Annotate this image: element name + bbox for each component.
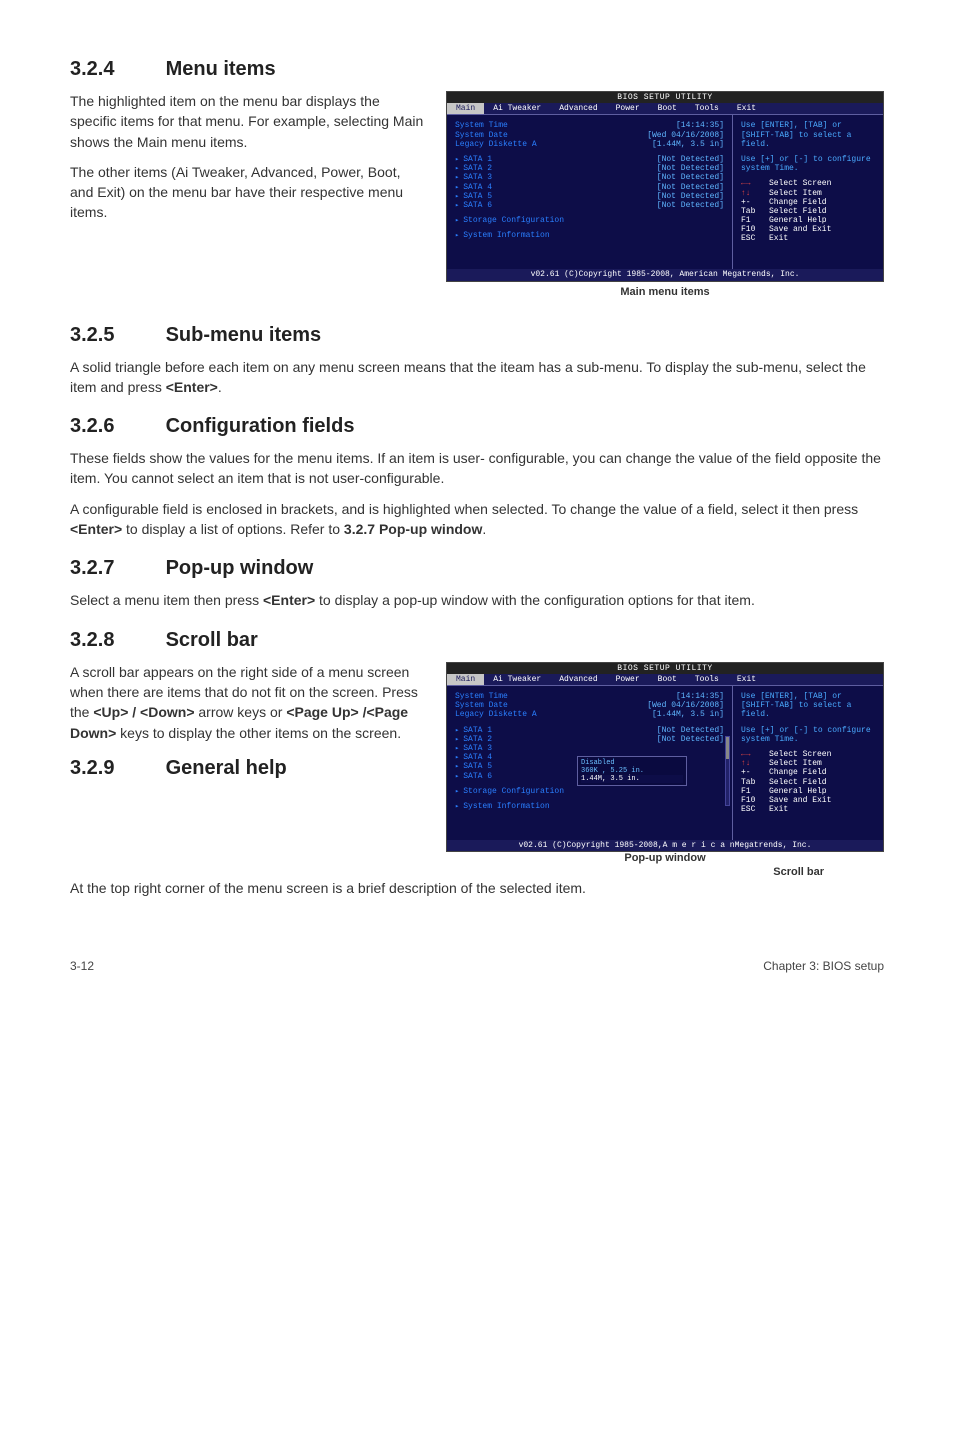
tab-boot2[interactable]: Boot xyxy=(649,674,686,685)
para-325-1: A solid triangle before each item on any… xyxy=(70,357,884,398)
para-329-1: At the top right corner of the menu scre… xyxy=(70,878,884,898)
bios-menubar2: Main Ai Tweaker Advanced Power Boot Tool… xyxy=(447,674,883,685)
popup-opt1[interactable]: Disabled xyxy=(581,759,683,767)
key-esc: ESC xyxy=(741,234,769,243)
para-327-1: Select a menu item then press <Enter> to… xyxy=(70,590,884,610)
sata6-v: [Not Detected] xyxy=(657,201,724,210)
heading-326: 3.2.6 Configuration fields xyxy=(70,415,884,438)
heading-325: 3.2.5 Sub-menu items xyxy=(70,324,884,347)
systime-value[interactable]: [14:14:35] xyxy=(676,121,724,130)
scrollbar[interactable] xyxy=(725,736,730,806)
caption-mainmenu: Main menu items xyxy=(446,286,884,298)
popup-opt3[interactable]: 1.44M, 3.5 in. xyxy=(581,775,683,783)
systime-label[interactable]: System Time xyxy=(455,121,508,130)
para-324-1: The highlighted item on the menu bar dis… xyxy=(70,91,426,152)
scrollbar-thumb[interactable] xyxy=(726,737,729,759)
key-f1: F1 xyxy=(741,216,769,225)
tab-ai[interactable]: Ai Tweaker xyxy=(484,103,550,114)
key-lr: ←→ xyxy=(741,179,769,188)
heading-324: 3.2.4 Menu items xyxy=(70,58,884,81)
bios-right-panel2: Use [ENTER], [TAB] or [SHIFT-TAB] to sel… xyxy=(733,686,883,840)
bios-header2: BIOS SETUP UTILITY xyxy=(447,663,883,674)
popup-opt2[interactable]: 360K , 5.25 in. xyxy=(581,767,683,775)
bios-help1: Use [ENTER], [TAB] or [SHIFT-TAB] to sel… xyxy=(741,121,875,149)
legacy-label[interactable]: Legacy Diskette A xyxy=(455,140,537,149)
bios-footer2: v02.61 (C)Copyright 1985-2008,A m e r i … xyxy=(447,840,883,851)
secnum-329: 3.2.9 xyxy=(70,757,160,780)
tab-advanced2[interactable]: Advanced xyxy=(550,674,606,685)
footer-right: Chapter 3: BIOS setup xyxy=(763,959,884,973)
para-326-2: A configurable field is enclosed in brac… xyxy=(70,499,884,540)
para-326-1: These fields show the values for the men… xyxy=(70,448,884,489)
para-328-1: A scroll bar appears on the right side o… xyxy=(70,662,426,743)
para-324-2: The other items (Ai Tweaker, Advanced, P… xyxy=(70,162,426,223)
secnum-324: 3.2.4 xyxy=(70,58,160,81)
bios-header: BIOS SETUP UTILITY xyxy=(447,92,883,103)
footer-left: 3-12 xyxy=(70,959,94,973)
tab-main2[interactable]: Main xyxy=(447,674,484,685)
legacy-value[interactable]: [1.44M, 3.5 in] xyxy=(652,140,724,149)
sectitle-329: General help xyxy=(166,757,287,779)
sectitle-328: Scroll bar xyxy=(166,629,258,651)
sata1[interactable]: SATA 1 xyxy=(455,155,492,164)
sata1-v: [Not Detected] xyxy=(657,155,724,164)
sectitle-326: Configuration fields xyxy=(166,415,355,437)
key-f10: F10 xyxy=(741,225,769,234)
tab-exit2[interactable]: Exit xyxy=(728,674,765,685)
key-pm: +- xyxy=(741,198,769,207)
sata2[interactable]: SATA 2 xyxy=(455,164,492,173)
secnum-328: 3.2.8 xyxy=(70,629,160,652)
page-footer: 3-12 Chapter 3: BIOS setup xyxy=(70,959,884,973)
tab-power[interactable]: Power xyxy=(607,103,649,114)
heading-327: 3.2.7 Pop-up window xyxy=(70,557,884,580)
sysdate-label[interactable]: System Date xyxy=(455,131,508,140)
sysdate-value[interactable]: [Wed 04/16/2008] xyxy=(647,131,724,140)
tab-power2[interactable]: Power xyxy=(607,674,649,685)
bios-footer: v02.61 (C)Copyright 1985-2008, American … xyxy=(447,269,883,280)
caption-scroll: Scroll bar xyxy=(446,866,884,878)
key-tab: Tab xyxy=(741,207,769,216)
bios-keys: ←→Select Screen ↑↓Select Item +-Change F… xyxy=(741,179,875,243)
tab-tools2[interactable]: Tools xyxy=(686,674,728,685)
storage-config[interactable]: Storage Configuration xyxy=(455,216,564,225)
bios-left-panel: System Time [14:14:35] System Date [Wed 04… xyxy=(447,115,733,269)
caption-popup: Pop-up window xyxy=(446,852,884,864)
tab-tools[interactable]: Tools xyxy=(686,103,728,114)
key-ud: ↑↓ xyxy=(741,189,769,198)
sata5-v: [Not Detected] xyxy=(657,192,724,201)
sectitle-325: Sub-menu items xyxy=(166,324,322,346)
tab-exit[interactable]: Exit xyxy=(728,103,765,114)
sata5[interactable]: SATA 5 xyxy=(455,192,492,201)
popup-window[interactable]: Disabled 360K , 5.25 in. 1.44M, 3.5 in. xyxy=(577,756,687,786)
sata3-v: [Not Detected] xyxy=(657,173,724,182)
heading-329: 3.2.9 General help xyxy=(70,757,426,780)
sata4-v: [Not Detected] xyxy=(657,183,724,192)
bios-help2: Use [+] or [-] to configure system Time. xyxy=(741,155,875,173)
sata4[interactable]: SATA 4 xyxy=(455,183,492,192)
heading-328: 3.2.8 Scroll bar xyxy=(70,629,884,652)
secnum-326: 3.2.6 xyxy=(70,415,160,438)
sata3[interactable]: SATA 3 xyxy=(455,173,492,182)
bios-right-panel: Use [ENTER], [TAB] or [SHIFT-TAB] to sel… xyxy=(733,115,883,269)
sectitle-327: Pop-up window xyxy=(166,557,314,579)
sata6[interactable]: SATA 6 xyxy=(455,201,492,210)
system-info[interactable]: System Information xyxy=(455,231,550,240)
tab-advanced[interactable]: Advanced xyxy=(550,103,606,114)
secnum-327: 3.2.7 xyxy=(70,557,160,580)
tab-boot[interactable]: Boot xyxy=(649,103,686,114)
bios-figure-main: BIOS SETUP UTILITY Main Ai Tweaker Advan… xyxy=(446,91,884,282)
bios-left-panel2: System Time[14:14:35] System Date[Wed 04… xyxy=(447,686,733,840)
bios-figure-popup: BIOS SETUP UTILITY Main Ai Tweaker Advan… xyxy=(446,662,884,853)
tab-ai2[interactable]: Ai Tweaker xyxy=(484,674,550,685)
bios-menubar: Main Ai Tweaker Advanced Power Boot Tool… xyxy=(447,103,883,114)
sectitle-324: Menu items xyxy=(166,58,276,80)
sata2-v: [Not Detected] xyxy=(657,164,724,173)
secnum-325: 3.2.5 xyxy=(70,324,160,347)
tab-main[interactable]: Main xyxy=(447,103,484,114)
